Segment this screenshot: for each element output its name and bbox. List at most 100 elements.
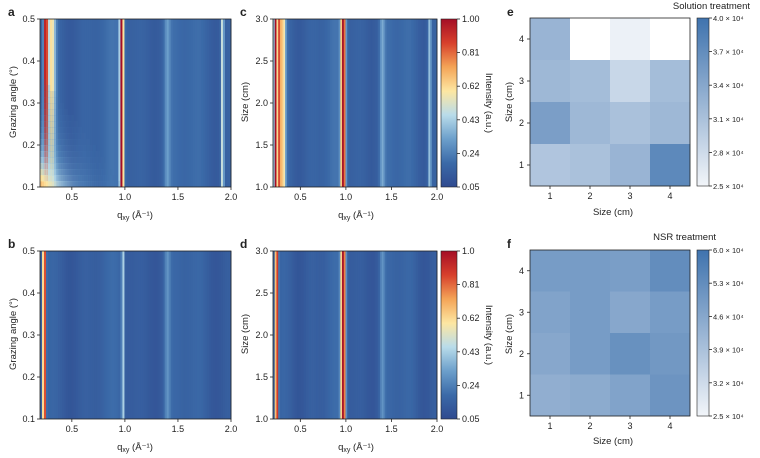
diffuse-cell	[77, 127, 81, 134]
diffuse-cell	[99, 169, 103, 176]
intensity-column	[414, 251, 417, 419]
diffuse-cell	[45, 163, 49, 170]
diffuse-cell	[49, 91, 53, 98]
intensity-column	[419, 251, 422, 419]
intensity-column	[276, 19, 279, 187]
intensity-column	[302, 19, 305, 187]
intensity-column	[208, 251, 212, 419]
intensity-column	[162, 251, 166, 419]
x-tick-label: 2.0	[431, 192, 444, 202]
y-tick-label: 0.5	[22, 246, 35, 256]
diffuse-cell	[57, 139, 61, 146]
intensity-column	[172, 19, 176, 187]
y-tick-label: 1.5	[255, 140, 268, 150]
intensity-column	[198, 19, 202, 187]
intensity-column	[317, 19, 321, 187]
intensity-column	[359, 19, 362, 187]
intensity-column	[114, 19, 117, 187]
intensity-column	[52, 19, 55, 187]
heatmap-cell	[570, 333, 611, 375]
diffuse-cell	[65, 145, 69, 152]
intensity-column	[433, 19, 436, 187]
intensity-column	[381, 251, 384, 419]
diffuse-cell	[55, 103, 59, 110]
intensity-column	[190, 251, 194, 419]
diffuse-cell	[57, 109, 61, 116]
intensity-column	[293, 19, 296, 187]
diffuse-cell	[41, 115, 45, 122]
x-tick-label: 1	[547, 421, 552, 431]
diffuse-cell	[59, 121, 63, 128]
heatmap-a: 0.5 1.0 1.5 2.0 0.1 0.2 0.3 0.4 0.5	[22, 14, 237, 202]
intensity-column	[371, 251, 374, 419]
intensity-column	[172, 251, 176, 419]
heatmap-cell	[610, 144, 651, 187]
intensity-column	[274, 251, 277, 419]
intensity-column	[138, 19, 141, 187]
diffuse-cell	[51, 121, 55, 128]
diffuse-cell	[47, 121, 51, 128]
intensity-column	[200, 251, 204, 419]
diffuse-cell	[73, 181, 77, 188]
intensity-column	[170, 19, 174, 187]
intensity-column	[397, 19, 400, 187]
intensity-column	[348, 251, 352, 419]
intensity-column	[178, 251, 182, 419]
intensity-column	[74, 19, 77, 187]
y-tick-label: 0.4	[22, 56, 35, 66]
heatmap-d: 0.5 1.0 1.5 2.0 1.0 1.5 2.0 2.5 3.0 0.05 0.24 0.43 0…	[255, 246, 479, 434]
intensity-column	[329, 251, 333, 419]
xlabel-f: Size (cm)	[593, 436, 633, 447]
diffuse-cell	[55, 139, 59, 146]
intensity-column	[392, 19, 395, 187]
diffuse-cell	[43, 145, 47, 152]
diffuse-cell	[53, 175, 57, 182]
diffuse-cell	[97, 169, 101, 176]
diffuse-cell	[41, 109, 45, 116]
intensity-column	[328, 251, 331, 419]
intensity-column	[110, 251, 113, 419]
diffuse-cell	[55, 157, 59, 164]
diffuse-cell	[43, 121, 47, 128]
diffuse-cell	[40, 103, 43, 110]
diffuse-cell	[57, 181, 61, 188]
intensity-column	[194, 251, 198, 419]
colorbar-tick-label: 4.0 × 10⁴	[713, 14, 744, 23]
intensity-column	[383, 19, 386, 187]
intensity-column	[423, 19, 426, 187]
diffuse-cell	[83, 133, 87, 140]
intensity-column	[144, 19, 147, 187]
diffuse-cell	[93, 175, 97, 182]
diffuse-cell	[85, 139, 89, 146]
diffuse-cell	[40, 115, 43, 122]
heatmap-cell	[530, 102, 571, 145]
diffuse-cell	[43, 169, 47, 176]
diffuse-cell	[71, 157, 75, 164]
diffuse-cell	[47, 181, 51, 188]
intensity-column	[186, 251, 190, 419]
intensity-column	[354, 251, 357, 419]
diffuse-cell	[43, 139, 47, 146]
heatmap-cell	[650, 250, 691, 292]
diffuse-cell	[109, 175, 113, 182]
intensity-column	[309, 19, 312, 187]
intensity-column	[156, 251, 160, 419]
diffuse-cell	[51, 115, 55, 122]
intensity-column	[336, 251, 339, 419]
diffuse-cell	[97, 157, 101, 164]
intensity-column	[184, 19, 188, 187]
intensity-column	[206, 19, 210, 187]
diffuse-cell	[81, 169, 85, 176]
diffuse-cell	[67, 115, 71, 122]
intensity-column	[298, 19, 302, 187]
intensity-column	[397, 251, 400, 419]
diffuse-cell	[71, 151, 75, 158]
intensity-column	[178, 19, 182, 187]
diffuse-cell	[43, 175, 47, 182]
intensity-column	[44, 19, 47, 187]
heatmap-b: 0.5 1.0 1.5 2.0 0.1 0.2 0.3 0.4 0.5	[22, 246, 237, 434]
diffuse-cell	[95, 151, 99, 158]
intensity-column	[174, 19, 178, 187]
diffuse-cell	[79, 169, 83, 176]
intensity-column	[188, 19, 192, 187]
